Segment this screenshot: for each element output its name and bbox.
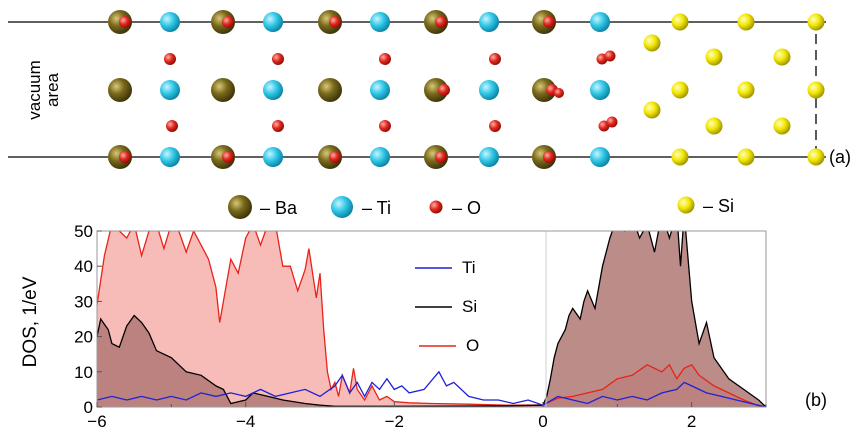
ba-atom — [108, 78, 132, 102]
line-o — [97, 231, 766, 407]
x-tick-label: 0 — [538, 412, 547, 431]
crystal-structure-panel: vacuum area (a) — [8, 10, 851, 169]
o-atom — [119, 151, 131, 163]
o-atom — [435, 151, 447, 163]
o-atom — [379, 120, 391, 132]
si-atom — [807, 81, 825, 99]
x-tick-label: 2 — [687, 412, 696, 431]
y-tick-label: 20 — [74, 328, 93, 347]
o-atom — [604, 50, 616, 62]
vacuum-label: vacuum — [25, 60, 44, 120]
o-atom — [554, 88, 564, 98]
si-atom — [671, 13, 689, 31]
ti-atom — [479, 80, 499, 100]
legend-label-si: Si — [462, 297, 477, 316]
o-atom — [438, 84, 450, 96]
ba-legend-label: – Ba — [260, 198, 298, 218]
o-atom — [164, 53, 176, 65]
si-atom — [737, 13, 755, 31]
series-legend: Ti Si O — [415, 258, 479, 355]
line-ti — [97, 370, 766, 407]
ti-atom — [263, 147, 283, 167]
legend-label-ti: Ti — [462, 258, 476, 277]
y-tick-label: 50 — [74, 222, 93, 241]
si-atom — [807, 148, 825, 166]
x-tick-label: −6 — [87, 412, 106, 431]
o-atom — [543, 151, 555, 163]
atom-legend: – Ba – Ti – O – Si — [228, 195, 734, 219]
panel-b-tag: (b) — [805, 390, 827, 410]
si-atom — [671, 148, 689, 166]
o-atom — [272, 53, 284, 65]
ti-atom — [590, 80, 610, 100]
ba-atom — [211, 78, 235, 102]
ti-atom — [160, 147, 180, 167]
plot-area — [97, 231, 766, 407]
area-si — [97, 231, 766, 407]
o-legend-icon — [429, 200, 443, 214]
area-o — [97, 231, 766, 407]
o-atom — [272, 120, 284, 132]
ti-legend-label: – Ti — [362, 198, 391, 218]
ba-legend-icon — [228, 195, 252, 219]
ti-atom — [479, 147, 499, 167]
ti-atom — [590, 147, 610, 167]
ti-atom — [479, 12, 499, 32]
ti-atom — [263, 80, 283, 100]
o-legend-label: – O — [452, 198, 481, 218]
o-atom — [119, 16, 131, 28]
ti-atom — [590, 12, 610, 32]
o-atom — [222, 16, 234, 28]
y-tick-label: 40 — [74, 257, 93, 276]
ti-atom — [370, 12, 390, 32]
o-atom — [543, 16, 555, 28]
panel-a-tag: (a) — [829, 147, 851, 167]
si-atom — [807, 13, 825, 31]
y-tick-label: 0 — [84, 398, 93, 417]
o-atom — [222, 151, 234, 163]
o-atom — [606, 116, 618, 128]
ti-atom — [160, 80, 180, 100]
line-si — [97, 231, 766, 407]
plot-frame — [96, 230, 767, 408]
o-atom — [329, 16, 341, 28]
ti-atom — [370, 80, 390, 100]
o-atom — [329, 151, 341, 163]
o-atom — [379, 53, 391, 65]
atoms — [108, 10, 825, 169]
x-tick-label: −4 — [236, 412, 255, 431]
o-atom — [489, 120, 501, 132]
si-atom — [773, 48, 791, 66]
si-atom — [705, 117, 723, 135]
o-atom — [435, 16, 447, 28]
ti-atom — [263, 12, 283, 32]
si-legend-icon — [677, 196, 695, 214]
ba-atom — [424, 78, 448, 102]
y-axis-label: DOS, 1/eV — [20, 276, 41, 367]
ba-atom — [532, 78, 556, 102]
si-atom — [737, 148, 755, 166]
y-tick-label: 30 — [74, 292, 93, 311]
si-atom — [643, 34, 661, 52]
si-atom — [773, 117, 791, 135]
si-legend-label: – Si — [703, 196, 734, 216]
o-atom — [489, 53, 501, 65]
ti-atom — [160, 12, 180, 32]
si-atom — [643, 101, 661, 119]
ba-atom — [318, 78, 342, 102]
ti-atom — [370, 147, 390, 167]
si-atom — [705, 48, 723, 66]
ti-legend-icon — [331, 196, 353, 218]
x-tick-label: −2 — [385, 412, 404, 431]
si-atom — [737, 81, 755, 99]
o-atom — [166, 120, 178, 132]
si-atom — [671, 81, 689, 99]
legend-label-o: O — [466, 336, 479, 355]
vacuum-label-2: area — [43, 72, 62, 107]
y-tick-label: 10 — [74, 363, 93, 382]
